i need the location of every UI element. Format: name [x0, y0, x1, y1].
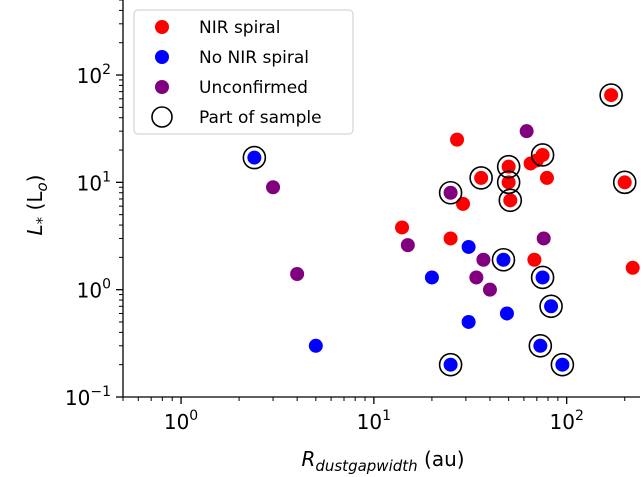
legend-label-unconfirmed: Unconfirmed [199, 78, 308, 98]
point-no-nir-spiral [496, 252, 511, 267]
point-unconfirmed [482, 282, 497, 297]
point-unconfirmed [290, 266, 305, 281]
sample-ring [539, 294, 563, 319]
sample-ring [491, 247, 516, 272]
sample-ring [438, 180, 463, 205]
legend-marker-no-nir-spiral [155, 50, 169, 64]
y-axis-label: L* (Lo) [23, 175, 51, 236]
y-tick-label: 101 [77, 169, 111, 195]
x-axis-label: Rdustgapwidth (au) [301, 447, 464, 475]
point-nir-spiral [443, 231, 458, 246]
sample-ring [599, 83, 623, 107]
point-nir-spiral [474, 170, 489, 185]
sample-ring [438, 352, 463, 377]
legend-marker-unconfirmed [155, 80, 169, 94]
point-no-nir-spiral [533, 338, 548, 353]
data-points [247, 88, 640, 372]
legend-frame [133, 9, 354, 135]
point-no-nir-spiral [443, 357, 458, 372]
x-tick-label: 101 [357, 408, 391, 434]
point-no-nir-spiral [555, 357, 570, 372]
point-no-nir-spiral [544, 299, 559, 314]
x-tick-label: 102 [549, 408, 583, 434]
point-no-nir-spiral [308, 338, 323, 353]
sample-ring [469, 166, 493, 190]
y-tick-label: 102 [77, 62, 111, 88]
point-nir-spiral [527, 252, 542, 267]
point-no-nir-spiral [461, 239, 476, 254]
sample-ring [528, 333, 553, 358]
point-unconfirmed [469, 270, 484, 285]
sample-ring [496, 154, 521, 179]
legend-marker-nir-spiral [155, 20, 169, 34]
ticks: 100 101 102 10−1 100 101 102 [65, 0, 626, 434]
sample-rings [242, 83, 637, 377]
point-unconfirmed [536, 231, 551, 246]
y-tick-label: 100 [77, 277, 111, 303]
point-nir-spiral [625, 260, 640, 275]
point-no-nir-spiral [535, 270, 550, 285]
point-nir-spiral [501, 159, 516, 174]
sample-ring [498, 188, 523, 213]
legend: NIR spiral No NIR spiral Unconfirmed Part o… [133, 9, 354, 135]
point-no-nir-spiral [461, 314, 476, 329]
point-nir-spiral [395, 220, 410, 235]
point-unconfirmed [519, 124, 534, 139]
y-tick-label: 10−1 [65, 384, 111, 410]
point-unconfirmed [476, 252, 491, 267]
point-nir-spiral [450, 132, 465, 147]
point-nir-spiral [503, 193, 518, 208]
point-unconfirmed [400, 238, 415, 253]
legend-label-no-nir-spiral: No NIR spiral [199, 48, 309, 68]
point-no-nir-spiral [424, 270, 439, 285]
sample-ring [550, 352, 575, 377]
sample-ring [530, 265, 555, 290]
point-nir-spiral [501, 175, 516, 190]
point-unconfirmed [443, 185, 458, 200]
sample-ring [612, 170, 637, 195]
sample-ring [530, 143, 555, 167]
sample-ring [242, 145, 267, 170]
point-nir-spiral [539, 170, 554, 185]
point-nir-spiral [617, 175, 632, 190]
point-nir-spiral [604, 88, 619, 103]
legend-label-part-of-sample: Part of sample [199, 108, 322, 128]
point-no-nir-spiral [499, 306, 514, 321]
point-no-nir-spiral [247, 150, 262, 165]
x-tick-label: 100 [164, 408, 198, 434]
point-nir-spiral [535, 147, 550, 162]
point-nir-spiral [456, 196, 471, 211]
legend-marker-part-of-sample [151, 106, 173, 128]
sample-ring [496, 170, 521, 195]
legend-label-nir-spiral: NIR spiral [199, 18, 280, 38]
point-unconfirmed [266, 180, 281, 195]
